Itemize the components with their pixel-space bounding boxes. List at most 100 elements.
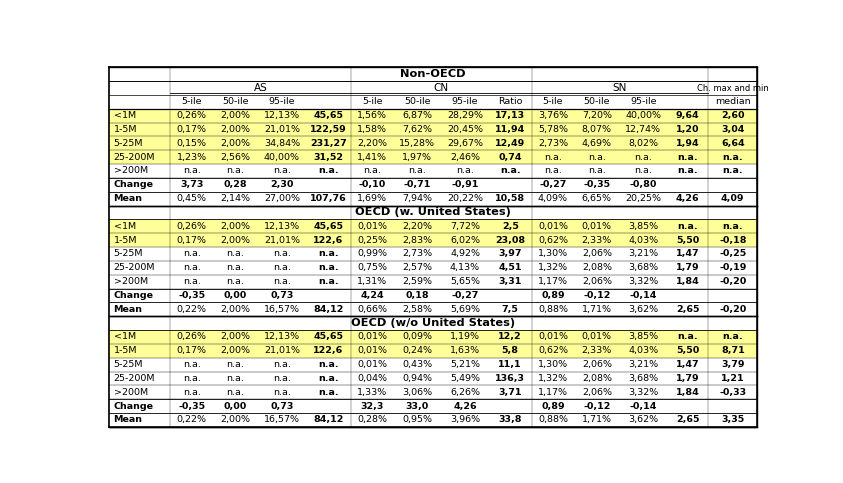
Text: 2,60: 2,60 [721, 111, 744, 120]
Text: Ch. max and min: Ch. max and min [697, 84, 769, 93]
Text: 2,46%: 2,46% [450, 153, 480, 162]
Text: 16,57%: 16,57% [264, 305, 300, 314]
Text: 7,20%: 7,20% [582, 111, 612, 120]
Text: 0,88%: 0,88% [538, 305, 568, 314]
Text: 9,64: 9,64 [676, 111, 700, 120]
Text: n.a.: n.a. [183, 167, 201, 175]
Bar [109, 178, 757, 192]
Text: -0,35: -0,35 [178, 291, 205, 300]
Text: 2,00%: 2,00% [221, 346, 250, 355]
Text: 0,89: 0,89 [541, 291, 565, 300]
Text: 95-ile: 95-ile [630, 98, 657, 106]
Text: >200M: >200M [114, 167, 148, 175]
Text: 3,06%: 3,06% [402, 388, 432, 397]
Text: Change: Change [114, 291, 153, 300]
Text: AS: AS [254, 83, 267, 93]
Text: 0,26%: 0,26% [176, 222, 207, 231]
Text: 1,63%: 1,63% [450, 346, 481, 355]
Text: n.a.: n.a. [677, 222, 698, 231]
Text: 5,49%: 5,49% [450, 374, 480, 383]
Text: 12,13%: 12,13% [264, 111, 300, 120]
Text: 5,50: 5,50 [676, 346, 699, 355]
Text: n.a.: n.a. [456, 167, 474, 175]
Text: 1,71%: 1,71% [582, 305, 612, 314]
Text: 1-5M: 1-5M [114, 236, 137, 245]
Text: n.a.: n.a. [183, 374, 201, 383]
Text: n.a.: n.a. [677, 332, 698, 341]
Text: 2,00%: 2,00% [221, 305, 250, 314]
Text: 0,01%: 0,01% [582, 332, 612, 341]
Text: 3,76%: 3,76% [538, 111, 568, 120]
Text: 0,17%: 0,17% [176, 125, 207, 134]
Text: SN: SN [613, 83, 627, 93]
Text: -0,80: -0,80 [630, 180, 657, 189]
Text: n.a.: n.a. [273, 277, 291, 286]
Text: 0,66%: 0,66% [357, 305, 387, 314]
Text: CN: CN [433, 83, 448, 93]
Text: 0,28%: 0,28% [357, 415, 387, 425]
Text: n.a.: n.a. [677, 167, 698, 175]
Text: n.a.: n.a. [588, 167, 606, 175]
Text: 3,04: 3,04 [721, 125, 744, 134]
Text: n.a.: n.a. [677, 153, 698, 162]
Bar [109, 247, 757, 261]
Bar [109, 67, 757, 81]
Text: <1M: <1M [114, 111, 136, 120]
Text: 7,94%: 7,94% [402, 194, 432, 203]
Text: -0,19: -0,19 [719, 263, 746, 272]
Text: n.a.: n.a. [544, 167, 561, 175]
Text: 3,97: 3,97 [498, 250, 522, 258]
Text: 2,5: 2,5 [502, 222, 518, 231]
Bar [109, 219, 757, 233]
Text: 5-ile: 5-ile [181, 98, 201, 106]
Text: 33,0: 33,0 [405, 402, 429, 411]
Text: n.a.: n.a. [318, 374, 339, 383]
Text: 0,88%: 0,88% [538, 415, 568, 425]
Bar [109, 385, 757, 399]
Text: n.a.: n.a. [273, 167, 291, 175]
Text: 2,06%: 2,06% [582, 250, 612, 258]
Text: Mean: Mean [114, 194, 142, 203]
Text: 4,03%: 4,03% [628, 346, 658, 355]
Text: n.a.: n.a. [363, 167, 381, 175]
Text: n.a.: n.a. [634, 153, 652, 162]
Text: -0,71: -0,71 [404, 180, 431, 189]
Text: <1M: <1M [114, 332, 136, 341]
Text: 2,00%: 2,00% [221, 415, 250, 425]
Text: 1,32%: 1,32% [538, 374, 568, 383]
Bar [109, 123, 757, 136]
Text: n.a.: n.a. [227, 167, 244, 175]
Bar [109, 316, 757, 330]
Text: 2,14%: 2,14% [221, 194, 250, 203]
Text: 2,06%: 2,06% [582, 277, 612, 286]
Text: 3,62%: 3,62% [628, 415, 658, 425]
Text: 3,85%: 3,85% [628, 332, 658, 341]
Text: n.a.: n.a. [588, 153, 606, 162]
Text: 12,13%: 12,13% [264, 222, 300, 231]
Text: n.a.: n.a. [544, 153, 561, 162]
Bar [109, 109, 757, 123]
Text: 4,03%: 4,03% [628, 236, 658, 245]
Bar [109, 344, 757, 358]
Text: 3,21%: 3,21% [628, 360, 658, 369]
Text: 1,17%: 1,17% [538, 277, 568, 286]
Text: 6,64: 6,64 [721, 139, 744, 148]
Text: 5,8: 5,8 [502, 346, 518, 355]
Text: 0,17%: 0,17% [176, 236, 207, 245]
Text: 45,65: 45,65 [314, 332, 343, 341]
Bar [109, 371, 757, 385]
Text: n.a.: n.a. [273, 263, 291, 272]
Text: -0,20: -0,20 [719, 305, 746, 314]
Text: 1,79: 1,79 [676, 374, 700, 383]
Text: n.a.: n.a. [227, 360, 244, 369]
Text: 0,01%: 0,01% [582, 222, 612, 231]
Bar [109, 95, 757, 109]
Text: 6,65%: 6,65% [582, 194, 612, 203]
Text: 0,62%: 0,62% [538, 346, 568, 355]
Text: 4,51: 4,51 [498, 263, 522, 272]
Text: 0,15%: 0,15% [176, 139, 207, 148]
Text: n.a.: n.a. [318, 277, 339, 286]
Text: n.a.: n.a. [273, 374, 291, 383]
Text: 0,94%: 0,94% [402, 374, 432, 383]
Text: Mean: Mean [114, 415, 142, 425]
